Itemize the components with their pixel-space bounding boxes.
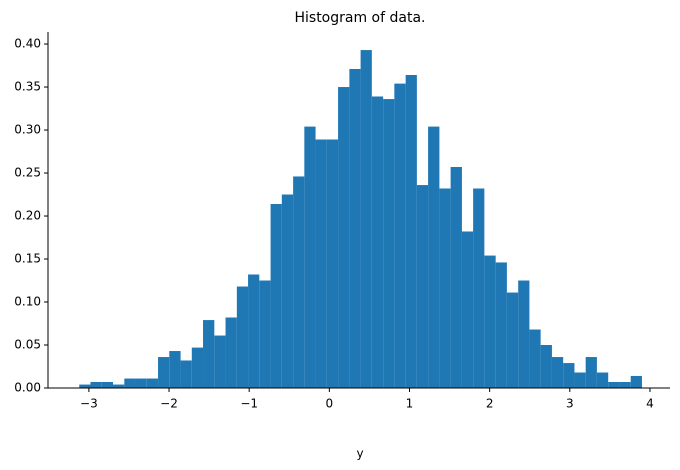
bar	[608, 381, 620, 388]
bar	[338, 87, 350, 388]
bar	[135, 378, 147, 388]
bar	[315, 139, 327, 388]
bar	[450, 167, 462, 388]
y-tick-label: 0.15	[14, 252, 41, 266]
bar	[203, 320, 215, 388]
bar	[551, 357, 564, 388]
y-tick-label: 0.05	[14, 338, 41, 352]
x-tick-label: 1	[406, 397, 414, 411]
bar	[518, 280, 530, 388]
x-tick-label: 3	[566, 397, 574, 411]
bar	[563, 363, 575, 388]
bar	[270, 203, 282, 388]
bar	[439, 188, 451, 388]
x-tick-label: 4	[646, 397, 654, 411]
bar	[540, 345, 552, 388]
bar	[281, 194, 294, 388]
bar	[90, 381, 102, 388]
bar	[574, 372, 586, 388]
bar	[180, 360, 192, 388]
bar	[585, 357, 597, 388]
bar	[394, 83, 406, 388]
x-tick-label: 2	[486, 397, 494, 411]
bar	[461, 231, 474, 388]
bar	[360, 50, 372, 388]
bar	[473, 188, 485, 388]
x-axis-label: y	[356, 447, 363, 461]
y-tick-label: 0.40	[14, 37, 41, 51]
bar	[326, 139, 339, 388]
bar	[405, 74, 417, 388]
bar	[248, 274, 260, 388]
x-tick-label: −2	[160, 397, 178, 411]
y-tick-label: 0.00	[14, 381, 41, 395]
bar	[79, 384, 91, 388]
bar	[428, 126, 440, 389]
bar	[371, 96, 384, 389]
bar	[124, 378, 136, 388]
bar	[416, 185, 429, 388]
bar	[225, 317, 237, 388]
bar	[383, 99, 395, 389]
bar	[191, 347, 204, 388]
bar	[304, 126, 316, 389]
x-tick-label: −3	[80, 397, 98, 411]
bar	[529, 329, 541, 388]
bar	[484, 255, 496, 388]
x-tick-label: 0	[326, 397, 334, 411]
bar	[236, 286, 249, 388]
bar	[113, 384, 125, 388]
bar	[146, 378, 159, 388]
bar	[158, 357, 170, 388]
bar	[596, 372, 609, 388]
bar	[630, 375, 642, 388]
y-tick-label: 0.25	[14, 166, 41, 180]
bar	[214, 335, 226, 388]
bar	[349, 68, 361, 389]
bar	[101, 381, 114, 388]
y-tick-label: 0.35	[14, 80, 41, 94]
bar	[495, 262, 507, 388]
bar	[506, 292, 519, 388]
y-tick-label: 0.10	[14, 295, 41, 309]
chart-title: Histogram of data.	[294, 10, 425, 26]
bar	[169, 351, 181, 388]
x-tick-label: −1	[240, 397, 258, 411]
bar	[619, 381, 631, 388]
bar	[259, 280, 271, 388]
y-tick-label: 0.30	[14, 123, 41, 137]
y-tick-label: 0.20	[14, 209, 41, 223]
bar	[293, 176, 305, 388]
